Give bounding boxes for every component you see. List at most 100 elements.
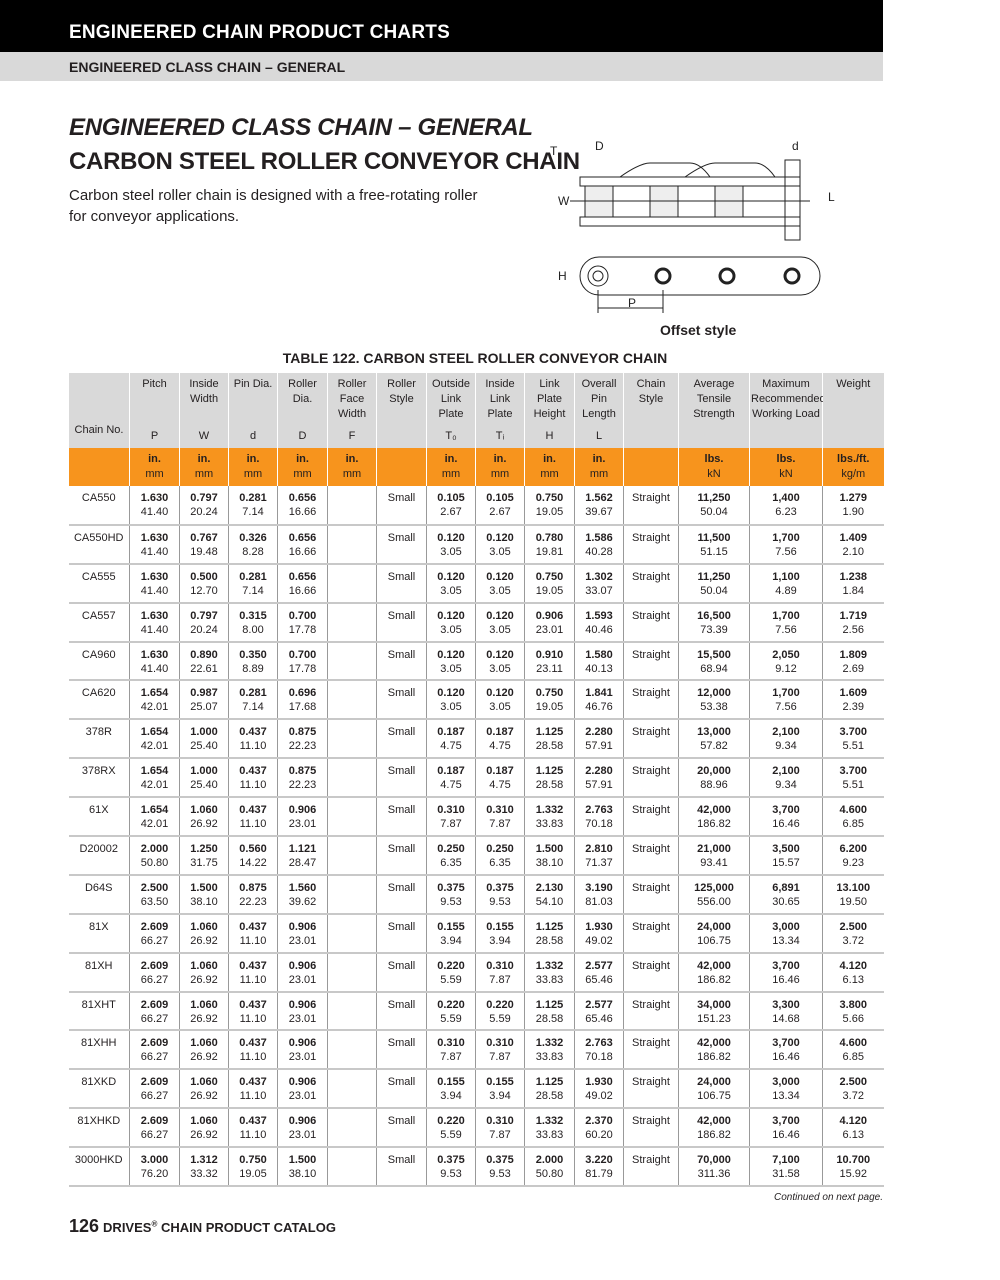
value-metric: 13.34: [772, 1090, 800, 1103]
value-metric: 49.02: [585, 1090, 613, 1103]
table-cell: Straight: [623, 836, 679, 876]
column-symbol: L: [595, 430, 603, 442]
value-metric: 556.00: [697, 895, 731, 908]
value-metric: 3.05: [489, 662, 511, 675]
table-cell: 1.250 31.75: [179, 836, 229, 876]
chain-table: Chain No. Pitch P Inside Width W Pin Dia. d Rol…: [68, 373, 884, 1188]
table-cell: 0.155 3.94: [475, 913, 525, 954]
table-row: CA550HD 1.630 41.40 0.767 19.48 0.326 8.28 0.65…: [68, 524, 884, 565]
value-imperial: 3,700: [772, 959, 800, 972]
table-cell: [327, 1108, 377, 1149]
value-metric: 25.40: [190, 779, 218, 792]
value-metric: 3.05: [440, 545, 462, 558]
value-imperial: 2.763: [585, 804, 613, 817]
table-cell: Small: [376, 602, 427, 643]
table-cell: D64S: [68, 874, 130, 915]
table-cell: CA960: [68, 641, 130, 682]
column-header: Average Tensile Strength: [678, 373, 750, 448]
value-metric: 7.56: [775, 701, 797, 714]
table-cell: 1.409 2.10: [822, 524, 884, 565]
value-metric: 11.10: [239, 1129, 267, 1142]
value-imperial: 3.700: [839, 726, 868, 739]
table-cell: 12,000 53.38: [678, 680, 750, 721]
value-metric: 81.79: [585, 1168, 613, 1181]
value-metric: 15.57: [772, 857, 800, 870]
table-cell: 2.577 65.46: [574, 991, 624, 1032]
value-metric: 28.58: [535, 779, 564, 792]
table-cell: 378R: [68, 719, 130, 760]
table-cell: 3.000 76.20: [129, 1147, 180, 1188]
table-cell: 21,000 93.41: [678, 836, 750, 876]
table-cell: 0.437 11.10: [228, 952, 278, 993]
value-imperial: 1.000: [190, 765, 218, 778]
table-cell: 24,000 106.75: [678, 1069, 750, 1110]
value-imperial: 0.767: [190, 531, 218, 544]
table-cell: 2.609 66.27: [129, 1030, 180, 1071]
value-metric: 26.92: [190, 1012, 218, 1025]
value-imperial: 2.577: [585, 959, 613, 972]
table-cell: 2.500 3.72: [822, 1069, 884, 1110]
column-label: Inside Link Plate: [485, 378, 515, 420]
table-cell: 0.105 2.67: [426, 486, 476, 526]
value-imperial: 0.906: [535, 609, 564, 622]
value-metric: 6.35: [440, 857, 462, 870]
value-imperial: 2.280: [585, 726, 613, 739]
table-cell: 0.187 4.75: [426, 719, 476, 760]
table-cell: 1.560 39.62: [277, 874, 328, 915]
table-cell: 2.000 50.80: [129, 836, 180, 876]
value-metric: 50.80: [140, 857, 169, 870]
table-cell: [327, 486, 377, 526]
value-imperial: 0.105: [437, 492, 465, 504]
value-metric: 41.40: [140, 545, 169, 558]
value-imperial: 1.125: [535, 1076, 564, 1089]
table-cell: 378RX: [68, 758, 130, 799]
value-imperial: 2,050: [772, 648, 800, 661]
value-metric: 3.94: [489, 1090, 511, 1103]
value-imperial: 0.437: [239, 804, 267, 817]
value-imperial: 1.562: [585, 492, 613, 504]
value-metric: 66.27: [140, 1051, 169, 1064]
page-title: ENGINEERED CLASS CHAIN – GENERAL: [69, 114, 533, 141]
value-imperial: 11,500: [697, 531, 731, 544]
table-cell: Straight: [623, 719, 679, 760]
table-cell: 1.593 40.46: [574, 602, 624, 643]
value-metric: 6.35: [489, 857, 511, 870]
table-cell: 0.120 3.05: [475, 563, 525, 604]
value-metric: 15.92: [839, 1168, 868, 1181]
table-cell: 0.906 23.01: [277, 991, 328, 1032]
table-cell: 0.120 3.05: [475, 602, 525, 643]
value-imperial: 13.100: [836, 881, 871, 894]
value-imperial: 1.250: [190, 843, 218, 856]
value-metric: 50.04: [700, 584, 728, 597]
value-metric: 3.05: [440, 623, 462, 636]
table-cell: 0.437 11.10: [228, 797, 278, 838]
table-cell: 0.750 19.05: [524, 486, 575, 526]
table-cell: 0.890 22.61: [179, 641, 229, 682]
value-metric: 16.46: [772, 1129, 800, 1142]
value-metric: 9.53: [489, 895, 511, 908]
value-metric: 40.46: [585, 623, 613, 636]
value-imperial: 0.120: [437, 687, 465, 700]
value-imperial: 0.310: [486, 1115, 514, 1128]
value-metric: 19.50: [839, 895, 868, 908]
table-cell: Straight: [623, 874, 679, 915]
table-cell: 1.279 1.90: [822, 486, 884, 526]
value-metric: 3.94: [440, 934, 462, 947]
value-metric: 2.67: [440, 506, 462, 518]
unit-metric: mm: [243, 468, 263, 480]
value-imperial: 1,700: [772, 687, 800, 700]
value-metric: 42.01: [140, 740, 169, 753]
table-cell: 0.750 19.05: [524, 563, 575, 604]
table-cell: Small: [376, 1069, 427, 1110]
value-imperial: 3,000: [772, 1076, 800, 1089]
value-imperial: 0.797: [190, 492, 218, 504]
value-metric: 26.92: [190, 1129, 218, 1142]
table-cell: 0.375 9.53: [426, 874, 476, 915]
table-cell: 11,500 51.15: [678, 524, 750, 565]
value-metric: 39.67: [585, 506, 613, 518]
table-cell: 0.310 7.87: [475, 797, 525, 838]
value-metric: 66.27: [140, 1129, 169, 1142]
brand: DRIVES: [103, 1220, 152, 1235]
value-imperial: 1.630: [140, 531, 169, 544]
column-header: Inside Link Plate Tᵢ: [475, 373, 525, 448]
